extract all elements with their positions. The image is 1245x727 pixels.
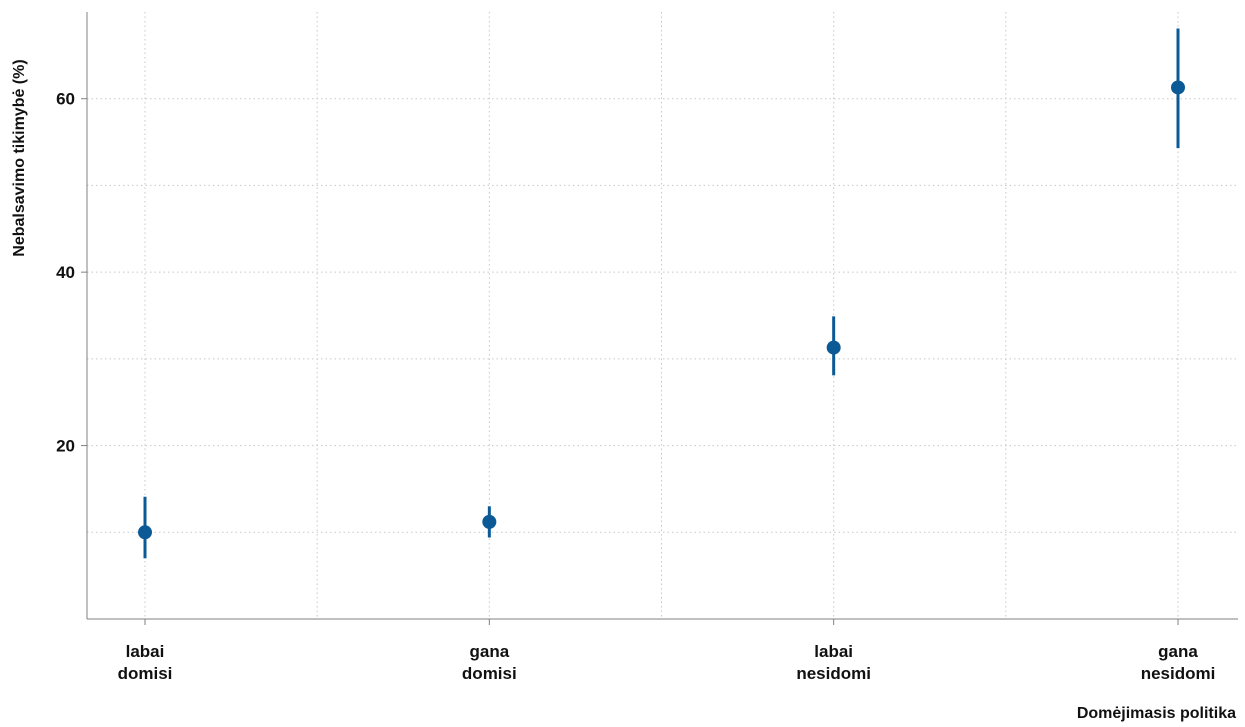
data-marks [138,28,1185,559]
y-tick-label: 20 [56,437,75,456]
grid [87,12,1238,619]
data-point [482,514,497,529]
y-axis-title: Nebalsavimo tikimybė (%) [11,59,28,256]
data-point [826,340,841,355]
x-tick-label: labai domisi [118,642,173,683]
x-tick-label: gana domisi [462,642,517,683]
axes [81,12,1238,625]
axis-labels: Nebalsavimo tikimybė (%) Domėjimasis pol… [11,59,1236,722]
y-tick-label: 60 [56,90,75,109]
y-tick-label: 40 [56,263,75,282]
data-point [138,525,152,540]
data-point [1171,80,1185,95]
x-axis-title: Domėjimasis politika [1077,705,1236,722]
x-tick-label: gana nesidomi [1141,642,1216,683]
x-tick-label: labai nesidomi [796,642,871,683]
